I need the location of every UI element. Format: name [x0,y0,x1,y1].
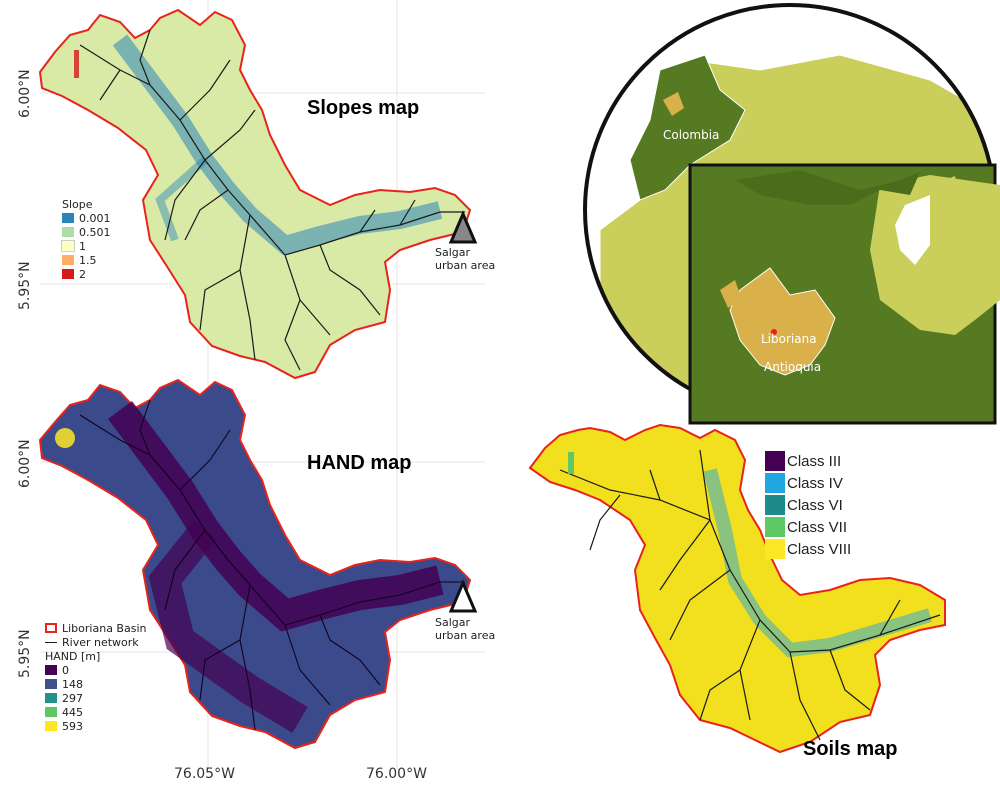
slope-legend-item: 2 [62,267,111,281]
legend-swatch [62,255,74,265]
legend-label: 593 [62,719,83,733]
soil-legend-item: Class IV [765,472,851,494]
lon-label-7605: 76.05°W [174,766,235,782]
slope-legend-title: Slope [62,197,93,211]
legend-swatch [62,269,74,279]
slope-legend-item: 1 [61,239,111,253]
legend-swatch [765,539,785,559]
legend-swatch [765,495,785,515]
legend-label: Class IV [787,474,843,492]
lat-label-hand-600: 6.00°N [17,439,33,488]
legend-swatch [45,693,57,703]
hand-map-title: HAND map [307,452,412,474]
legend-swatch [62,213,74,223]
river-legend-label: River network [62,635,139,649]
locator-map [583,3,1000,425]
slopes-basin [38,8,472,380]
salgar-label-hand: Salgar urban area [435,616,495,642]
slope-legend-item: 0.001 [62,211,111,225]
river-line-swatch [45,641,57,643]
legend-swatch [765,451,785,471]
colombia-label: Colombia [663,128,720,142]
slopes-map-title: Slopes map [307,97,420,119]
slope-legend-item: 0.501 [62,225,111,239]
basin-outline-swatch [45,623,57,633]
lon-label-7600: 76.00°W [366,766,427,782]
lat-label-slopes-600: 6.00°N [17,69,33,118]
salgar-marker-hand [448,579,478,613]
hand-legend-title: HAND [m] [45,649,101,663]
hand-basin [38,378,472,750]
basin-legend-item: Liboriana Basin [45,621,146,635]
salgar-marker-slopes [448,210,478,244]
hand-legend-item: 593 [45,719,146,733]
soils-basin [528,423,946,754]
salgar-label-slopes: Salgar urban area [435,246,495,272]
hand-legend-item: 0 [45,663,146,677]
legend-swatch [61,240,75,252]
hand-legend-item: 297 [45,691,146,705]
legend-label: Class VII [787,518,848,536]
legend-swatch [765,517,785,537]
river-legend-item: River network [45,635,146,649]
hand-legend-item: 445 [45,705,146,719]
hand-legend: Liboriana Basin River network HAND [m] 0… [45,621,146,733]
legend-swatch [45,665,57,675]
salgar-label-line1: Salgar [435,246,471,259]
soil-legend-item: Class VIII [765,538,851,560]
antioquia-label: Antioquia [764,360,822,374]
salgar-label-line2: urban area [435,629,496,642]
basin-legend-label: Liboriana Basin [62,621,147,635]
legend-label: 0 [62,663,69,677]
slope-legend: Slope 0.001 0.501 1 1.5 2 [61,197,111,281]
legend-label: 297 [62,691,83,705]
legend-label: 0.501 [79,225,111,239]
hand-legend-item: 148 [45,677,146,691]
legend-label: 1 [79,239,86,253]
lat-label-hand-595: 5.95°N [17,629,33,678]
soils-map-title: Soils map [803,738,898,760]
liboriana-label: Liboriana [761,332,817,346]
legend-swatch [45,707,57,717]
soil-legend-item: Class VI [765,494,851,516]
legend-label: 1.5 [79,253,97,267]
legend-swatch [62,227,74,237]
legend-label: Class VIII [787,540,852,558]
soil-legend-item: Class VII [765,516,851,538]
legend-label: 2 [79,267,86,281]
slope-legend-item: 1.5 [62,253,111,267]
soil-legend-item: Class III [765,450,851,472]
legend-swatch [765,473,785,493]
legend-label: 0.001 [79,211,111,225]
legend-label: 445 [62,705,83,719]
salgar-label-line1: Salgar [435,616,471,629]
legend-swatch [45,721,57,731]
legend-swatch [45,679,57,689]
salgar-label-line2: urban area [435,259,496,272]
legend-label: Class VI [787,496,843,514]
soil-legend: Class III Class IV Class VI Class VII Cl… [765,450,851,560]
lat-label-slopes-595: 5.95°N [17,261,33,310]
legend-label: 148 [62,677,83,691]
legend-label: Class III [787,452,842,470]
